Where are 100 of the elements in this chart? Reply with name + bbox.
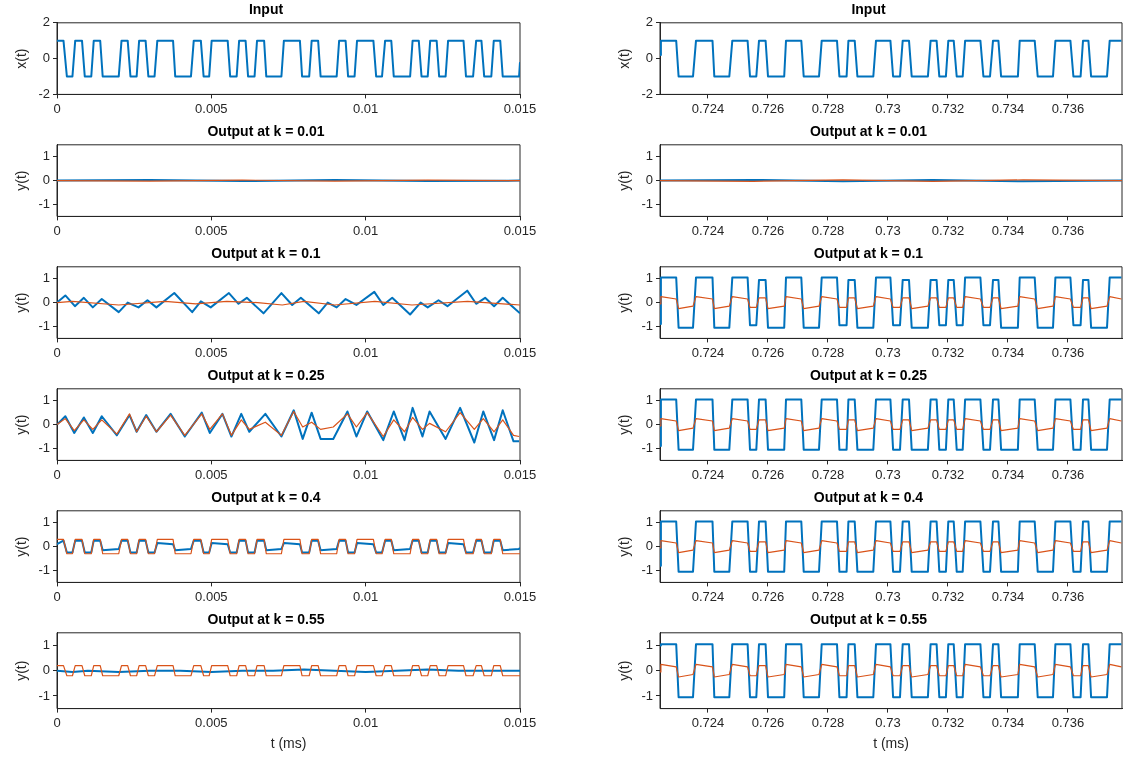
chart-title: Output at k = 0.01 [809, 123, 928, 140]
y-tick-label: 2 [645, 14, 653, 30]
y-tick-label: -1 [38, 440, 50, 456]
y-axis-title: y(t) [13, 536, 30, 557]
x-tick-label: 0.015 [503, 714, 537, 730]
x-tick-label: 0 [53, 222, 61, 238]
x-tick-label: 0.724 [691, 344, 725, 360]
x-tick-label: 0 [53, 714, 61, 730]
x-tick-label: 0.734 [991, 714, 1025, 730]
y-axis-title: x(t) [13, 48, 30, 69]
y-axis-title: y(t) [616, 536, 633, 557]
x-tick-label: 0.015 [503, 100, 537, 116]
x-tick-label: 0.005 [195, 588, 228, 604]
x-tick-label: 0.726 [751, 100, 785, 116]
x-tick-label: 0.724 [691, 588, 725, 604]
x-tick-label: 0.01 [353, 222, 379, 238]
x-tick-label: 0 [53, 344, 61, 360]
y-tick-label: -1 [38, 196, 50, 212]
y-axis-title: y(t) [13, 414, 30, 435]
y-tick-label: 0 [42, 50, 50, 66]
x-tick-label: 0.724 [691, 100, 725, 116]
x-tick-label: 0.732 [931, 100, 965, 116]
y-tick-label: -1 [38, 318, 50, 334]
chart-title: Output at k = 0.25 [809, 367, 928, 384]
x-tick-label: 0.732 [931, 714, 965, 730]
x-tick-label: 0.728 [811, 222, 845, 238]
x-tick-label: 0.005 [195, 714, 228, 730]
y-tick-label: 1 [645, 270, 653, 286]
x-axis-title: t (ms) [873, 735, 909, 752]
x-tick-label: 0.736 [1051, 100, 1085, 116]
x-tick-label: 0.736 [1051, 222, 1085, 238]
x-tick-label: 0.732 [931, 344, 965, 360]
y-tick-label: 1 [645, 392, 653, 408]
x-tick-label: 0.015 [503, 344, 537, 360]
y-tick-label: 1 [42, 270, 50, 286]
chart-title: Output at k = 0.55 [809, 611, 928, 628]
x-tick-label: 0.73 [875, 714, 901, 730]
y-axis-title: y(t) [616, 660, 633, 681]
x-tick-label: 0.015 [503, 466, 537, 482]
x-tick-label: 0.005 [195, 222, 228, 238]
x-tick-label: 0.728 [811, 344, 845, 360]
y-tick-label: 0 [645, 662, 653, 678]
chart-title: Output at k = 0.25 [207, 367, 325, 384]
x-tick-label: 0.005 [195, 344, 228, 360]
x-tick-label: 0.734 [991, 100, 1025, 116]
x-tick-label: 0.728 [811, 100, 845, 116]
x-tick-label: 0.728 [811, 466, 845, 482]
x-tick-label: 0 [53, 588, 61, 604]
chart-title: Output at k = 0.1 [211, 245, 321, 262]
y-tick-label: 0 [645, 416, 653, 432]
y-tick-label: -1 [38, 687, 50, 703]
y-tick-label: 1 [42, 637, 50, 653]
x-tick-label: 0.01 [353, 714, 379, 730]
y-tick-label: 2 [42, 14, 50, 30]
x-tick-label: 0.005 [195, 466, 228, 482]
x-tick-label: 0.736 [1051, 466, 1085, 482]
y-tick-label: -1 [38, 562, 50, 578]
y-tick-label: 0 [645, 294, 653, 310]
y-tick-label: -2 [641, 85, 653, 101]
x-tick-label: 0.724 [691, 714, 725, 730]
chart-title: Output at k = 0.1 [813, 245, 924, 262]
x-tick-label: 0.726 [751, 714, 785, 730]
y-tick-label: 0 [42, 172, 50, 188]
x-tick-label: 0.732 [931, 222, 965, 238]
chart-title: Input [851, 1, 886, 18]
y-axis-title: y(t) [616, 170, 633, 191]
x-tick-label: 0.73 [875, 100, 901, 116]
x-tick-label: 0.736 [1051, 344, 1085, 360]
x-tick-label: 0.728 [811, 588, 845, 604]
x-tick-label: 0.734 [991, 466, 1025, 482]
y-tick-label: 0 [42, 294, 50, 310]
x-tick-label: 0.726 [751, 588, 785, 604]
y-tick-label: 0 [645, 50, 653, 66]
x-tick-label: 0.015 [503, 588, 537, 604]
x-tick-label: 0.015 [503, 222, 537, 238]
y-tick-label: 1 [645, 637, 653, 653]
y-tick-label: -1 [641, 687, 653, 703]
chart-title: Output at k = 0.4 [813, 489, 924, 506]
y-tick-label: -1 [641, 440, 653, 456]
x-tick-label: 0.73 [875, 344, 901, 360]
y-tick-label: 1 [42, 514, 50, 530]
x-tick-label: 0.736 [1051, 588, 1085, 604]
x-tick-label: 0.01 [353, 344, 379, 360]
x-tick-label: 0.728 [811, 714, 845, 730]
y-axis-title: y(t) [616, 414, 633, 435]
y-tick-label: 0 [42, 538, 50, 554]
x-tick-label: 0.724 [691, 466, 725, 482]
x-tick-label: 0.736 [1051, 714, 1085, 730]
x-tick-label: 0.01 [353, 588, 379, 604]
chart-title: Output at k = 0.4 [211, 489, 321, 506]
x-tick-label: 0 [53, 466, 61, 482]
y-axis-title: y(t) [13, 660, 30, 681]
y-tick-label: 1 [645, 514, 653, 530]
x-tick-label: 0.734 [991, 588, 1025, 604]
x-tick-label: 0.73 [875, 222, 901, 238]
chart-title: Input [248, 1, 284, 18]
x-tick-label: 0.734 [991, 222, 1025, 238]
x-tick-label: 0.726 [751, 344, 785, 360]
y-axis-title: y(t) [616, 292, 633, 313]
x-tick-label: 0.01 [353, 466, 379, 482]
